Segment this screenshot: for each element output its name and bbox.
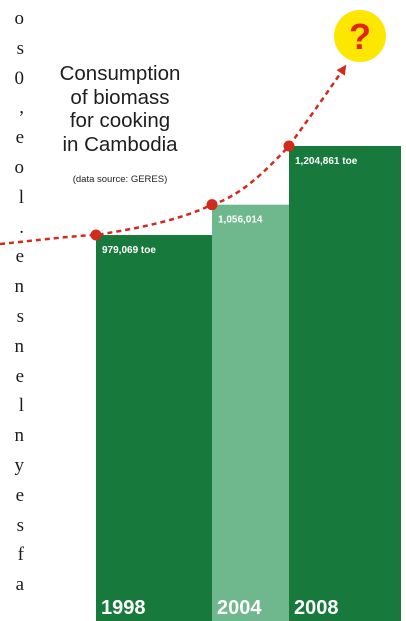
question-circle — [334, 10, 386, 62]
question-mark: ? — [349, 16, 371, 57]
category-label-2008: 2008 — [294, 597, 339, 619]
page-edge-char: n — [14, 335, 25, 357]
page-edge-char: l — [18, 395, 24, 417]
page-edge-char: l — [18, 186, 24, 208]
page-edge-char: a — [15, 574, 24, 596]
value-label-2008: 1,204,861 toe — [295, 156, 358, 167]
bar-1998 — [96, 235, 212, 621]
category-label-2004: 2004 — [217, 597, 262, 619]
page-edge-char: f — [17, 544, 24, 566]
trend-point-2008 — [283, 140, 295, 152]
page-edge-char: o — [14, 8, 25, 29]
page-edge-char: . — [19, 216, 24, 238]
page-edge-char: e — [15, 484, 24, 506]
trend-point-2004 — [206, 199, 218, 211]
chart-title: Consumption of biomass for cooking in Ca… — [59, 62, 181, 156]
page-edge-char: 0 — [14, 67, 25, 89]
page-edge-char: , — [19, 97, 24, 119]
category-label-1998: 1998 — [101, 597, 146, 619]
trend-point-1998 — [90, 229, 102, 241]
chart-subtitle: (data source: GERES) — [72, 174, 168, 185]
value-label-1998: 979,069 toe — [102, 245, 156, 256]
page-edge-char: e — [15, 365, 24, 387]
value-label-2004: 1,056,014 — [218, 215, 263, 226]
page-edge-char: n — [14, 425, 25, 447]
page-edge-char: n — [14, 276, 25, 298]
page-edge-char: e — [15, 127, 24, 149]
bar-2008 — [289, 146, 401, 621]
page-edge-char: e — [15, 246, 24, 268]
bar-2004 — [212, 204, 289, 621]
page-edge-char: s — [16, 37, 24, 59]
page-edge-char: s — [16, 514, 24, 536]
future-marker: ? — [334, 10, 386, 62]
page-edge-char: o — [14, 156, 25, 178]
page-edge-char: y — [14, 454, 25, 476]
page-edge-char: s — [16, 305, 24, 327]
